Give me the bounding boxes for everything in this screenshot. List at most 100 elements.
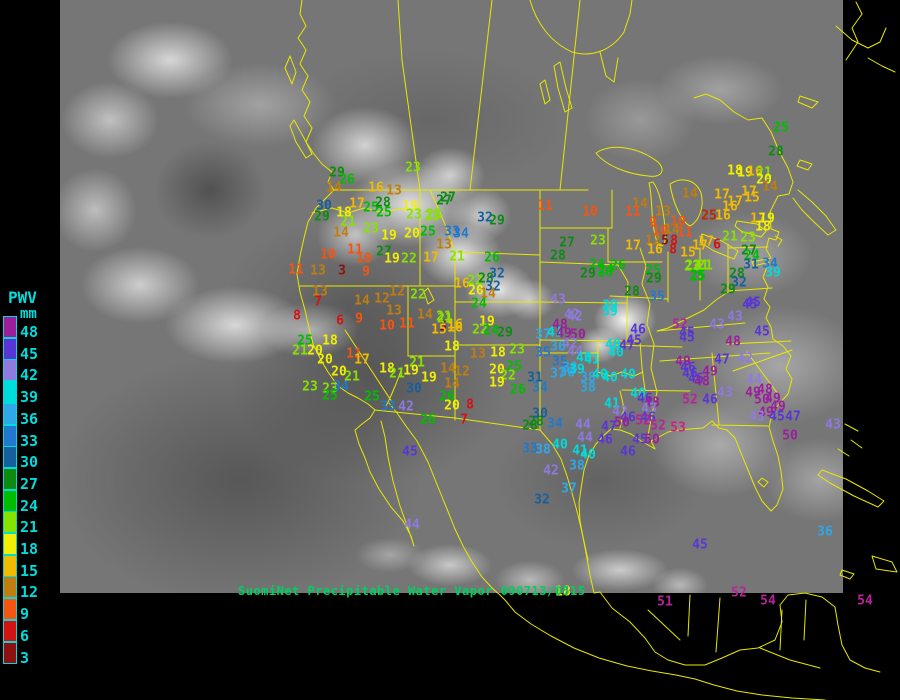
station-pwv-value: 46 [597, 432, 613, 448]
prince-edward-island [796, 159, 813, 171]
station-pwv-value: 23 [509, 342, 525, 358]
station-pwv-value: 10 [582, 204, 598, 220]
station-pwv-value: 21 [292, 343, 308, 359]
station-pwv-value: 22 [401, 251, 417, 267]
station-pwv-value: 29 [580, 266, 596, 282]
station-pwv-value: 17 [698, 234, 714, 250]
station-pwv-value: 37 [535, 327, 551, 343]
station-pwv-value: 19 [403, 363, 419, 379]
station-pwv-value: 10 [670, 214, 686, 230]
station-pwv-value: 40 [580, 447, 596, 463]
legend-value-label: 6 [20, 626, 30, 645]
station-pwv-value: 50 [644, 432, 660, 448]
station-pwv-value: 40 [630, 386, 646, 402]
station-pwv-value: 31 [527, 370, 543, 386]
station-pwv-value: 32 [489, 266, 505, 282]
station-pwv-value: 24 [598, 262, 614, 278]
station-pwv-value: 20 [317, 352, 333, 368]
station-pwv-value: 6 [336, 313, 344, 329]
station-pwv-value: 11 [288, 262, 304, 278]
station-pwv-value: 19 [479, 314, 495, 330]
station-pwv-value: 21 [409, 355, 425, 371]
lake-ontario [734, 220, 767, 238]
coastline-islands [284, 55, 313, 159]
station-pwv-value: 47 [714, 352, 730, 368]
station-pwv-value: 10 [379, 318, 395, 334]
station-pwv-value: 30 [406, 381, 422, 397]
station-pwv-value: 31 [743, 257, 759, 273]
station-pwv-value: 28 [478, 271, 494, 287]
station-pwv-value: 12 [454, 364, 470, 380]
station-pwv-value: 28 [729, 266, 745, 282]
station-pwv-value: 19 [759, 211, 775, 227]
station-pwv-value: 26 [597, 265, 613, 281]
station-pwv-value: 39 [602, 298, 618, 314]
station-pwv-value: 18 [727, 163, 743, 179]
station-pwv-value: 16 [715, 208, 731, 224]
station-pwv-value: 5 [439, 319, 447, 335]
legend-value-label: 33 [20, 431, 39, 450]
station-pwv-value: 25 [363, 200, 379, 216]
legend-value-label: 30 [20, 453, 39, 472]
station-pwv-value: 45 [679, 330, 695, 346]
station-pwv-value: 26 [510, 382, 526, 398]
station-pwv-value: 20 [331, 364, 347, 380]
station-pwv-value: 43 [709, 317, 725, 333]
station-pwv-value: 47 [601, 419, 617, 435]
station-pwv-value: 21 [693, 258, 709, 274]
lake-winnipeg [539, 61, 573, 113]
legend-value-label: 45 [20, 344, 39, 363]
station-pwv-value: 16 [454, 276, 470, 292]
coastline-pacific [296, 0, 376, 411]
station-pwv-value: 11 [625, 204, 641, 220]
station-pwv-value: 38 [580, 370, 596, 386]
station-pwv-value: 44 [577, 430, 593, 446]
station-pwv-value: 49 [745, 385, 761, 401]
station-pwv-value: 43 [749, 409, 765, 425]
station-pwv-value: 48 [725, 334, 741, 350]
station-pwv-value: 46 [680, 360, 696, 376]
station-pwv-value: 45 [769, 409, 785, 425]
station-pwv-value: 46 [620, 444, 636, 460]
station-pwv-value: 36 [559, 365, 575, 381]
station-pwv-value: 33 [380, 399, 396, 415]
station-pwv-value: 45 [632, 432, 648, 448]
station-pwv-value: 29 [646, 271, 662, 287]
station-pwv-value: 20 [444, 398, 460, 414]
station-pwv-value: 14 [682, 186, 698, 202]
station-pwv-value: 15 [431, 322, 447, 338]
station-pwv-value: 41 [604, 396, 620, 412]
lake-superior [595, 146, 663, 177]
station-pwv-value: 47 [785, 409, 801, 425]
mexico-interior-borders [647, 594, 821, 669]
legend-value-label: 24 [20, 496, 39, 515]
station-pwv-value: 5 [661, 233, 669, 249]
legend-value-label: 15 [20, 561, 39, 580]
station-pwv-value: 21 [340, 214, 356, 230]
station-pwv-value: 23 [406, 207, 422, 223]
station-pwv-value: 44 [746, 372, 762, 388]
station-pwv-value: 23 [426, 207, 442, 223]
legend-value-label: 48 [20, 323, 39, 341]
station-pwv-value: 25 [364, 389, 380, 405]
station-pwv-value: 25 [689, 269, 705, 285]
station-pwv-value: 48 [694, 374, 710, 390]
station-pwv-value: 47 [619, 338, 635, 354]
station-pwv-value: 21 [449, 249, 465, 265]
station-pwv-value: 40 [552, 437, 568, 453]
station-pwv-value: 46 [637, 391, 653, 407]
station-pwv-value: 23 [424, 209, 440, 225]
station-pwv-value: 23 [740, 230, 756, 246]
station-pwv-value: 46 [640, 410, 656, 426]
legend-value-label: 3 [20, 648, 30, 667]
station-pwv-value: 20 [404, 226, 420, 242]
station-pwv-value: 26 [610, 258, 626, 274]
station-pwv-value: 14 [632, 196, 648, 212]
station-pwv-value: 26 [339, 172, 355, 188]
station-pwv-value: 17 [741, 184, 757, 200]
station-pwv-value: 46 [620, 410, 636, 426]
legend-value-label: 21 [20, 518, 39, 537]
station-pwv-value: 13 [312, 284, 328, 300]
station-pwv-value: 12 [389, 284, 405, 300]
state-borders-east [711, 246, 793, 488]
